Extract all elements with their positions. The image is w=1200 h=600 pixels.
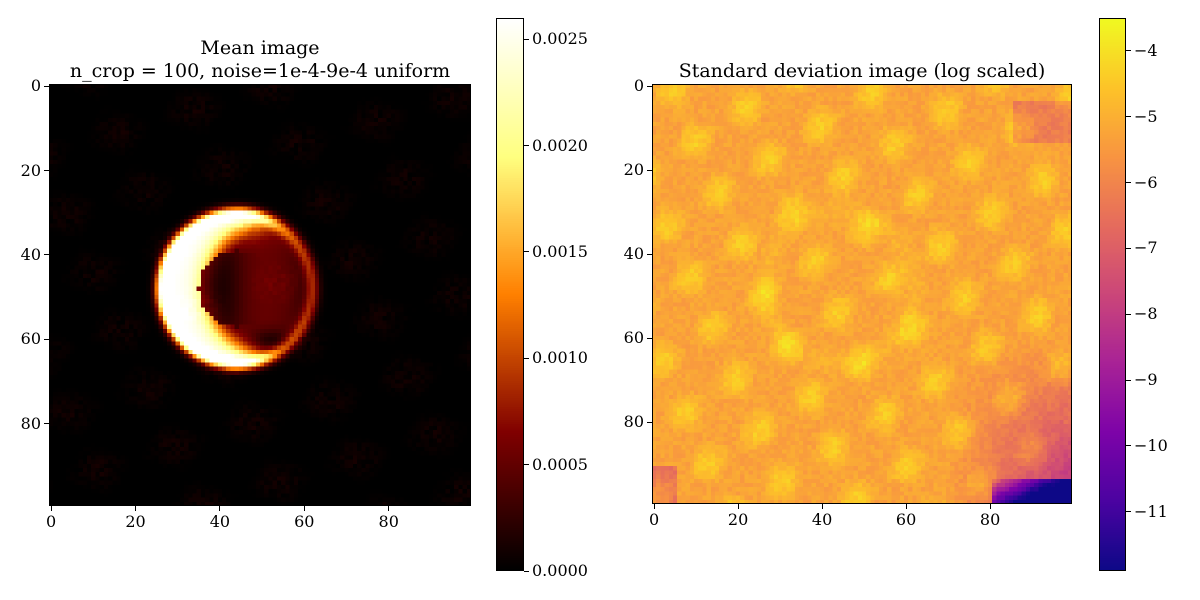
mean-x-tick-label: 80 [378,512,399,531]
mean-colorbar [496,18,524,571]
std-colorbar-tickmark [1126,511,1131,513]
std-x-tick-label: 20 [727,510,749,529]
mean-x-tickmark [388,506,390,511]
std-x-tick-label: 80 [979,510,1001,529]
std-colorbar-frame [1099,18,1126,571]
mean-title-line1: Mean image [200,37,320,59]
std-colorbar-tickmark [1126,50,1131,52]
mean-y-tick-label: 20 [20,160,41,180]
mean-y-tickmark [44,254,49,256]
std-y-tick-label: 80 [623,412,644,432]
std-x-tickmark [737,504,739,509]
mean-y-tickmark [44,423,49,425]
std-x-tickmark [821,504,823,509]
std-colorbar-tickmark [1126,116,1131,118]
mean-x-tick-label: 60 [294,512,315,531]
mean-colorbar-tickmark [524,570,529,572]
mean-colorbar-tickmark [524,38,529,40]
std-x-tickmark [653,504,655,509]
std-y-tickmark [647,253,652,255]
mean-colorbar-tick-label: 0.0015 [532,241,588,261]
mean-colorbar-tickmark [524,145,529,147]
mean-colorbar-frame [496,18,524,571]
std-x-tickmark [989,504,991,509]
std-x-tick-label: 40 [811,510,833,529]
mean-x-tick-label: 20 [125,512,146,531]
mean-y-tick-label: 60 [20,329,41,349]
std-colorbar-tick-label: −9 [1134,370,1158,390]
std-colorbar-tick-label: −10 [1134,435,1168,455]
mean-x-tickmark [50,506,52,511]
std-colorbar-tick-label: −4 [1134,40,1158,60]
mean-colorbar-tickmark [524,251,529,253]
std-y-tickmark [647,85,652,87]
std-x-tick-label: 60 [895,510,917,529]
mean-colorbar-tick-label: 0.0000 [532,561,588,580]
mean-y-tick-label: 80 [20,413,41,433]
std-colorbar-tick-label: −5 [1134,106,1158,126]
std-colorbar-tickmark [1126,313,1131,315]
std-colorbar-tickmark [1126,445,1131,447]
std-x-tickmark [905,504,907,509]
std-y-tick-label: 20 [623,160,644,180]
std-y-tickmark [647,169,652,171]
std-colorbar-tickmark [1126,182,1131,184]
mean-chart-title: Mean image n_crop = 100, noise=1e-4-9e-4… [49,37,471,83]
mean-colorbar-tick-label: 0.0010 [532,348,588,368]
std-x-tick-label: 0 [649,510,660,529]
std-title: Standard deviation image (log scaled) [678,60,1046,82]
std-colorbar-tickmark [1126,379,1131,381]
mean-y-tickmark [44,85,49,87]
std-colorbar-tick-label: −8 [1134,304,1158,324]
std-colorbar-tick-label: −7 [1134,238,1158,258]
std-chart-title: Standard deviation image (log scaled) [652,60,1072,83]
std-y-tick-label: 60 [623,328,644,348]
mean-y-tick-label: 0 [30,76,41,96]
std-colorbar-tick-label: −11 [1134,501,1168,521]
mean-x-tick-label: 0 [46,512,57,531]
mean-colorbar-tickmark [524,357,529,359]
mean-colorbar-tickmark [524,464,529,466]
mean-y-tickmark [44,338,49,340]
mean-x-tickmark [135,506,136,511]
mean-colorbar-tick-label: 0.0020 [532,135,588,155]
std-colorbar-tickmark [1126,247,1131,249]
mean-title-line2: n_crop = 100, noise=1e-4-9e-4 uniform [69,60,451,82]
std-y-tickmark [647,421,652,423]
mean-heatmap [49,84,471,506]
mean-plot-frame [49,84,471,506]
std-heatmap [652,84,1072,504]
mean-x-tickmark [219,506,221,511]
mean-colorbar-tick-label: 0.0005 [532,454,588,474]
std-colorbar-tick-label: −6 [1134,172,1158,192]
std-plot-frame [652,84,1072,504]
std-y-tick-label: 40 [623,244,644,264]
mean-x-tickmark [303,506,305,511]
mean-x-tick-label: 40 [209,512,231,531]
std-y-tick-label: 0 [633,76,644,96]
mean-colorbar-tick-label: 0.0025 [532,29,588,49]
std-y-tickmark [647,337,652,339]
std-colorbar [1099,18,1126,571]
mean-y-tick-label: 40 [20,244,41,264]
mean-y-tickmark [44,170,49,171]
